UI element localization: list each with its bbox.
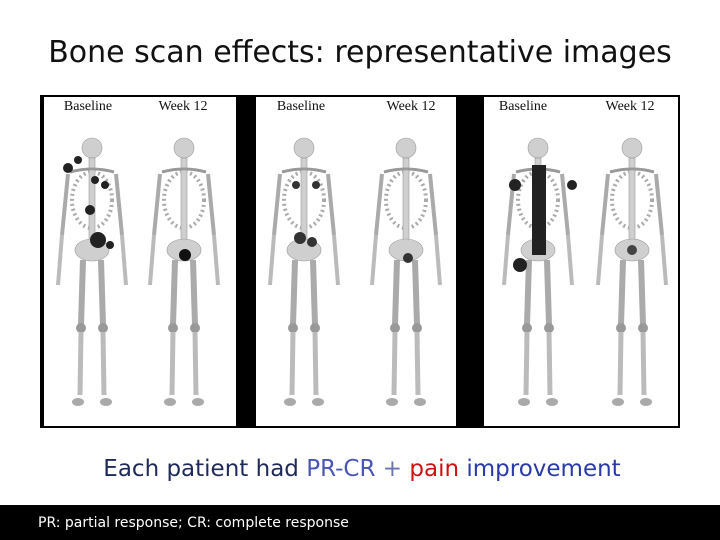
footnote: PR: partial response; CR: complete respo…: [38, 515, 349, 531]
caption-text: PR-CR: [306, 456, 375, 482]
skeleton: [598, 138, 666, 406]
panel-label: Baseline: [64, 99, 112, 114]
panel-label: Baseline: [277, 99, 325, 114]
scan-panel: [256, 97, 456, 426]
caption-text: +: [383, 456, 402, 482]
skeleton: [504, 138, 577, 406]
slide-title: Bone scan effects: representative images: [48, 35, 672, 70]
skeleton: [58, 138, 126, 406]
scan-panel: [44, 97, 236, 426]
panel-label: Week 12: [386, 99, 435, 114]
footer-bar: [0, 505, 720, 540]
skeleton: [150, 138, 218, 406]
skeleton: [270, 138, 338, 406]
skeleton: [372, 138, 440, 406]
scan-panel: [484, 97, 678, 426]
caption-text: pain: [409, 456, 459, 482]
panel-label: Baseline: [499, 99, 547, 114]
caption: Each patient had PR-CR + pain improvemen…: [103, 456, 620, 482]
caption-text: Each patient had: [103, 456, 299, 482]
panel-label: Week 12: [605, 99, 654, 114]
caption-text: improvement: [466, 456, 620, 482]
panel-label: Week 12: [158, 99, 207, 114]
